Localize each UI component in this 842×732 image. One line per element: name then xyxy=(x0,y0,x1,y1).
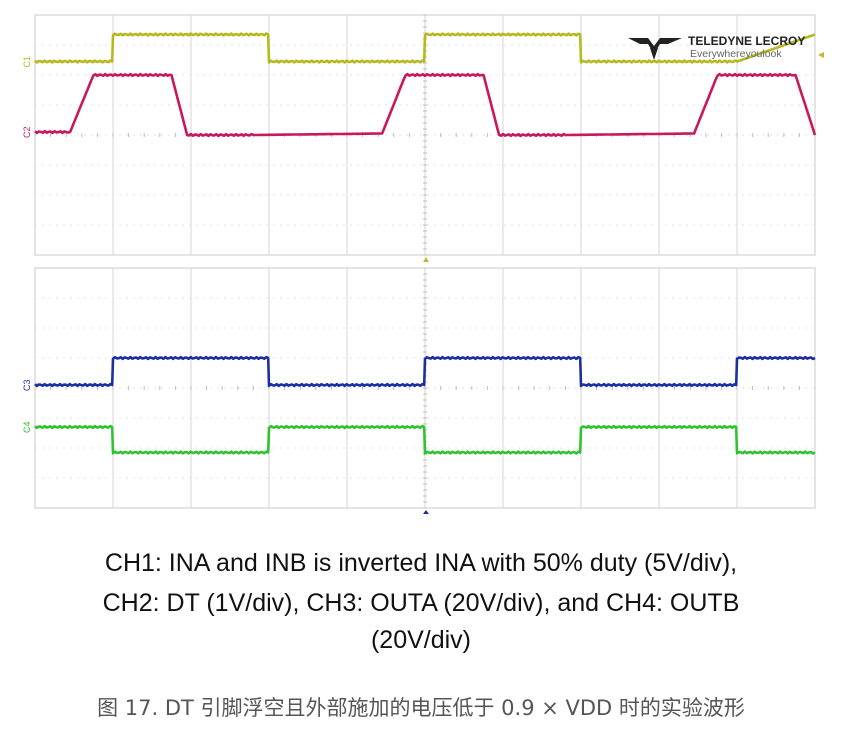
trigger-markers xyxy=(423,52,824,514)
bottom-panel: C3 C4 xyxy=(22,267,816,509)
channel-label-c3: C3 xyxy=(22,379,32,391)
figure-caption: 图 17. DT 引脚浮空且外部施加的电压低于 0.9 × VDD 时的实验波形 xyxy=(97,696,745,720)
top-panel: C1 C2 xyxy=(22,14,817,256)
series-c4-trace xyxy=(34,424,816,455)
logo-tagline: Everywhereyoulook xyxy=(690,48,782,60)
channel-label-c1: C1 xyxy=(22,56,32,68)
caption-line-3: (20V/div) xyxy=(370,626,472,654)
time-reference-marker xyxy=(423,510,429,514)
channel-label-c4: C4 xyxy=(22,421,32,433)
logo-brand: TELEDYNE LECROY xyxy=(688,34,805,48)
series-c2-trace xyxy=(34,72,817,138)
series-c1-trace xyxy=(34,32,816,64)
trigger-position-marker xyxy=(423,257,429,262)
series-c3-trace xyxy=(34,355,816,388)
oscilloscope-screen: C1 C2 C3 C4 TELEDYNE LECROY Everywhereyoul… xyxy=(22,14,824,514)
channel-label-c2: C2 xyxy=(22,126,32,138)
caption-line-2: CH2: DT (1V/div), CH3: OUTA (20V/div), a… xyxy=(102,589,740,617)
lecroy-eagle-icon xyxy=(628,38,682,60)
teledyne-lecroy-logo: TELEDYNE LECROY Everywhereyoulook xyxy=(628,34,805,60)
caption-line-1: CH1: INA and INB is inverted INA with 50… xyxy=(104,549,738,577)
trigger-level-marker xyxy=(818,52,824,58)
